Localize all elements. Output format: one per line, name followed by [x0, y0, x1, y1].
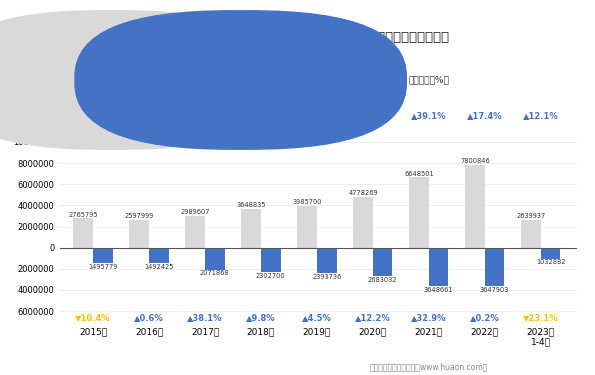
Text: ▼6.1%: ▼6.1% [134, 111, 164, 120]
Bar [485, 248, 505, 286]
Text: 计: 计 [314, 51, 322, 64]
Text: ▲9.2%: ▲9.2% [302, 111, 332, 120]
Text: 3647903: 3647903 [480, 287, 509, 293]
Text: ▼23.1%: ▼23.1% [523, 313, 559, 322]
Text: 2989607: 2989607 [180, 209, 210, 215]
Text: ▼10.4%: ▼10.4% [75, 313, 111, 322]
Text: ▲15.1%: ▲15.1% [187, 111, 223, 120]
Text: 进口额（万美元）: 进口额（万美元） [259, 75, 302, 84]
FancyBboxPatch shape [0, 11, 277, 149]
Text: 1495779: 1495779 [88, 264, 118, 270]
Text: ▲4.3%: ▲4.3% [78, 111, 108, 120]
Text: ▲12.2%: ▲12.2% [355, 313, 391, 322]
Text: 2015-2023年4月安徽省（境内目的地/货源地）进、出口额统: 2015-2023年4月安徽省（境内目的地/货源地）进、出口额统 [188, 31, 449, 44]
Text: ▲: ▲ [378, 75, 385, 84]
Text: 2393736: 2393736 [312, 274, 342, 280]
Text: 制图：华经产业研究院（www.huaon.com）: 制图：华经产业研究院（www.huaon.com） [369, 362, 487, 371]
Text: 2071868: 2071868 [200, 270, 230, 276]
Text: ▲0.6%: ▲0.6% [134, 313, 164, 322]
Text: 3648835: 3648835 [236, 202, 266, 208]
Bar [465, 165, 485, 248]
Bar [541, 248, 560, 259]
Bar [149, 248, 168, 264]
Bar [373, 248, 393, 276]
Text: 2302700: 2302700 [256, 273, 286, 279]
Text: 2597999: 2597999 [124, 213, 154, 219]
Bar [429, 248, 449, 286]
Text: 4778269: 4778269 [348, 190, 378, 196]
Text: 7800846: 7800846 [460, 158, 490, 164]
Text: 出口额（万美元）: 出口额（万美元） [129, 75, 173, 84]
Text: 2683032: 2683032 [368, 277, 397, 283]
Text: 2639937: 2639937 [516, 213, 546, 219]
Bar [93, 248, 112, 264]
FancyBboxPatch shape [75, 11, 406, 149]
Text: 1492425: 1492425 [144, 264, 174, 270]
Text: ▲38.1%: ▲38.1% [187, 313, 223, 322]
Bar [409, 177, 429, 248]
Text: ▲39.1%: ▲39.1% [411, 111, 447, 120]
Text: ▲0.2%: ▲0.2% [470, 313, 500, 322]
Bar [317, 248, 337, 273]
Bar [130, 220, 149, 248]
Bar [74, 219, 93, 248]
Text: 2765795: 2765795 [68, 211, 98, 217]
Bar [521, 220, 541, 248]
Bar [298, 206, 317, 248]
Bar [353, 197, 373, 248]
Text: ▼: ▼ [393, 75, 400, 84]
Bar [205, 248, 224, 270]
Bar [242, 209, 261, 248]
Text: ▲17.4%: ▲17.4% [467, 111, 503, 120]
Text: 同比增长（%）: 同比增长（%） [409, 75, 450, 84]
Text: 6648501: 6648501 [404, 171, 434, 177]
Bar [261, 248, 281, 272]
Text: ▲19.9%: ▲19.9% [355, 111, 391, 120]
Text: ▲9.8%: ▲9.8% [246, 313, 275, 322]
Text: ▲32.9%: ▲32.9% [411, 313, 447, 322]
Text: ▲12.1%: ▲12.1% [523, 111, 559, 120]
Text: 1032882: 1032882 [536, 260, 565, 266]
Text: 3985700: 3985700 [292, 199, 322, 205]
Text: ▲21.6%: ▲21.6% [243, 111, 279, 120]
Bar [186, 216, 205, 248]
Text: ▲4.5%: ▲4.5% [302, 313, 332, 322]
Text: 3648661: 3648661 [424, 287, 453, 293]
